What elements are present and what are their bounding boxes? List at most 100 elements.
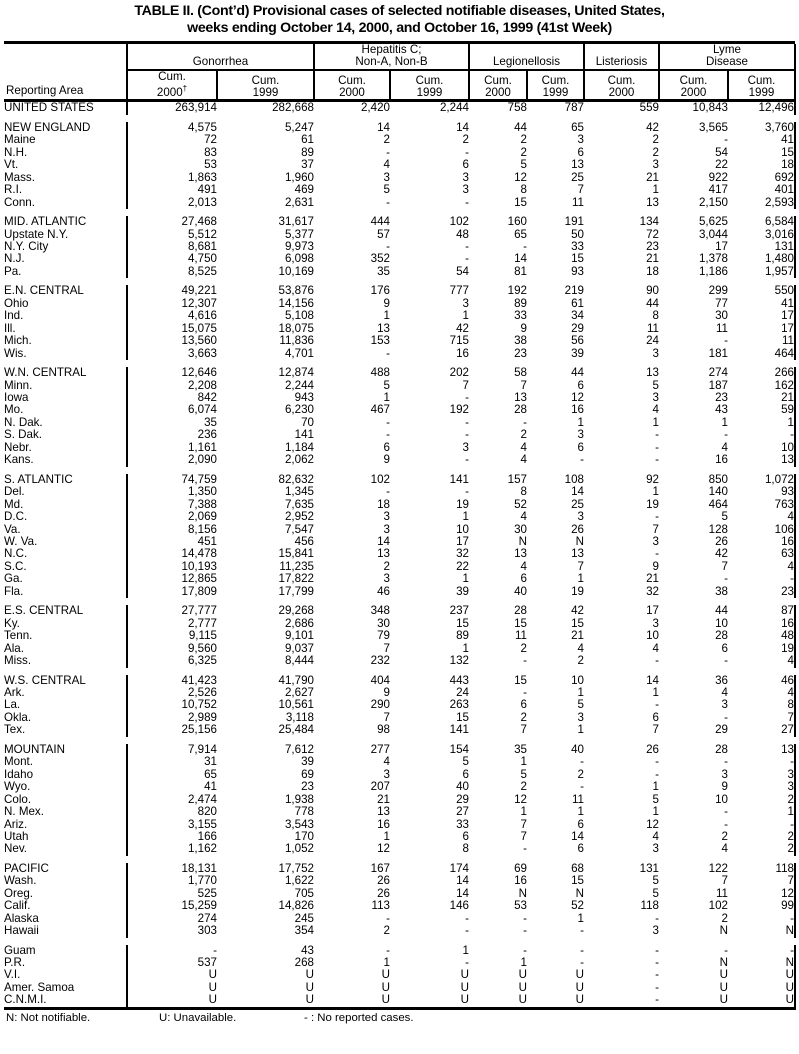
row-value-cell: 10,561 [278, 698, 314, 712]
row-value-cell: 469 [294, 183, 314, 197]
row-value-cell: - [386, 415, 390, 429]
row-area-label: N.H. [4, 145, 28, 159]
row-value-cell: 2 [520, 641, 527, 655]
row-area-label: Wis. [4, 346, 27, 360]
row-value-cell: 1,863 [126, 171, 217, 185]
row-value-cell: 54 [715, 145, 728, 159]
table-row: MOUNTAIN 7,914 7,612 277 154 35 40 26 28 13 [4, 742, 796, 757]
header-subcolumn-row: Reporting Area Cum. 2000† Cum. 1999 Cum.… [4, 68, 796, 101]
row-value-cell: 705 [294, 886, 314, 900]
table-row: Amer. Samoa U U U U U U - U U [4, 980, 796, 995]
row-value-cell: 6,584 [728, 215, 796, 229]
row-value-cell: - [655, 440, 659, 454]
row-value-cell: 1,770 [126, 874, 217, 888]
row-value-cell: 7 [383, 710, 390, 724]
row-value-cell: 6 [652, 710, 659, 724]
row-value-cell: 15,841 [278, 547, 314, 561]
row-area-label: La. [4, 698, 21, 712]
row-value-cell: - [724, 428, 728, 442]
header-col-hepc-1999-top: Cum. [415, 73, 444, 87]
table-row: NEW ENGLAND 4,575 5,247 14 14 44 65 42 3,565 3,76… [4, 120, 796, 135]
row-value-cell: 2 [728, 842, 796, 856]
row-value-cell: - [724, 334, 728, 348]
header-col-lyme-1999: Cum. 1999 [727, 68, 796, 101]
row-value-cell: 550 [728, 284, 796, 298]
row-value-cell: 21 [377, 792, 390, 806]
row-value-cell: - [386, 195, 390, 209]
row-value-cell: U [305, 993, 314, 1007]
row-value-cell: 44 [514, 120, 527, 134]
row-value-cell: 61 [301, 133, 314, 147]
row-value-cell: - [465, 252, 469, 266]
row-value-cell: 1,622 [284, 874, 314, 888]
row-value-cell: 32 [456, 547, 469, 561]
row-value-cell: 23 [514, 346, 527, 360]
row-value-cell: 43 [715, 403, 728, 417]
row-value-cell: 820 [126, 805, 217, 819]
spacer-cell [4, 938, 795, 945]
row-value-cell: 99 [728, 899, 796, 913]
row-value-cell: 274 [708, 366, 728, 380]
row-value-cell: U [518, 993, 527, 1007]
title-line-1: TABLE II. (Cont’d) Provisional cases of … [134, 3, 665, 19]
row-value-cell: 6 [462, 767, 469, 781]
row-value-cell: 464 [728, 347, 796, 361]
row-area-label: N. Dak. [4, 415, 43, 429]
row-value-cell: 9 [383, 453, 390, 467]
table-row: UNITED STATES 263,914 282,668 2,420 2,244 758… [4, 102, 796, 115]
header-group-row: Gonorrhea Hepatitis C; Non-A, Non-B Legi… [4, 43, 796, 70]
row-value-cell: 1 [577, 911, 584, 925]
row-area-label: Pa. [4, 264, 22, 278]
table-spacer-row [4, 938, 795, 945]
row-value-cell: 25,484 [278, 723, 314, 737]
row-value-cell: 352 [370, 252, 390, 266]
row-value-cell: 5 [652, 874, 659, 888]
row-value-cell: 14 [456, 120, 469, 134]
row-value-cell: 14 [646, 673, 659, 687]
row-value-cell: - [465, 485, 469, 499]
row-value-cell: 8 [520, 183, 527, 197]
row-area-label: E.N. CENTRAL [4, 284, 84, 298]
row-value-cell: 18,075 [278, 321, 314, 335]
row-value-cell: 443 [449, 673, 469, 687]
row-value-cell: 12 [514, 170, 527, 184]
row-value-cell: 7,388 [126, 498, 217, 512]
row-value-cell: - [655, 547, 659, 561]
row-value-cell: 3 [383, 522, 390, 536]
row-value-cell: 53 [514, 899, 527, 913]
row-value-cell: 166 [126, 830, 217, 844]
row-value-cell: 21 [646, 252, 659, 266]
row-area-label: Okla. [4, 710, 32, 724]
row-value-cell: 42 [456, 321, 469, 335]
header-col-legionellosis-2000-bottom: 2000 [485, 86, 511, 100]
row-value-cell: 4,575 [126, 121, 217, 135]
row-value-cell: - [724, 710, 728, 724]
row-value-cell: U [460, 980, 469, 994]
table-spacer-row [4, 209, 795, 216]
header-col-lyme-1999-bottom: 1999 [748, 86, 775, 100]
row-value-cell: 1 [462, 510, 469, 524]
table-row: Fla. 17,809 17,799 46 39 40 19 32 38 23 [4, 585, 796, 599]
row-value-cell: 33 [456, 817, 469, 831]
row-value-cell: - [580, 453, 584, 467]
row-value-cell: 525 [126, 887, 217, 901]
row-value-cell: N [719, 924, 728, 938]
row-value-cell: 6 [520, 698, 527, 712]
row-area-label: Mass. [4, 170, 35, 184]
header-group-hepatitis-c-label-1: Hepatitis C; [361, 43, 422, 56]
row-value-cell: 65 [571, 120, 584, 134]
row-value-cell: - [523, 240, 527, 254]
row-value-cell: 2,150 [698, 195, 728, 209]
row-value-cell: - [523, 911, 527, 925]
row-value-cell: 28 [715, 629, 728, 643]
row-value-cell: 16 [514, 874, 527, 888]
row-value-cell: 191 [564, 215, 584, 229]
row-value-cell: - [386, 943, 390, 957]
row-value-cell: 444 [370, 215, 390, 229]
row-value-cell: 35 [126, 416, 217, 430]
row-value-cell: 154 [449, 742, 469, 756]
row-value-cell: 9 [721, 780, 728, 794]
header-col-legionellosis-2000: Cum. 2000 [468, 68, 527, 101]
row-value-cell: 232 [370, 654, 390, 668]
row-area-label: Kans. [4, 453, 34, 467]
